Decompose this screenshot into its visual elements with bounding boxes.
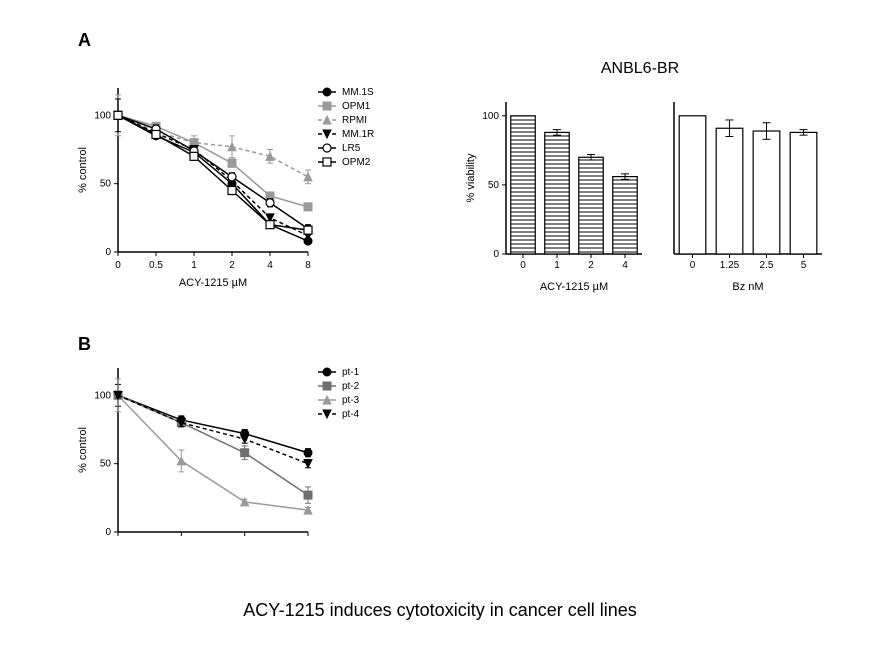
svg-text:MM.1S: MM.1S (342, 87, 374, 98)
svg-text:ACY-1215 µM: ACY-1215 µM (179, 277, 247, 289)
svg-text:0: 0 (105, 527, 111, 538)
svg-text:5: 5 (801, 260, 807, 271)
page: A B 05010000.51248% controlACY-1215 µMMM… (0, 0, 880, 664)
svg-text:1.25: 1.25 (720, 260, 740, 271)
svg-text:1: 1 (191, 260, 197, 271)
panel-b-line-chart: 0 50 100 % control pt-1 pt-2 pt-3 pt-4 (70, 360, 400, 570)
figure-caption: ACY-1215 induces cytotoxicity in cancer … (0, 600, 880, 621)
svg-text:% control: % control (77, 147, 89, 193)
anbl6-title: ANBL6-BR (460, 60, 820, 78)
svg-text:0.5: 0.5 (149, 260, 163, 271)
svg-text:0: 0 (493, 249, 499, 260)
svg-text:50: 50 (100, 179, 112, 190)
svg-text:0: 0 (115, 260, 121, 271)
svg-text:Bz nM: Bz nM (732, 281, 763, 293)
panel-a-label: A (78, 30, 91, 51)
svg-text:2.5: 2.5 (760, 260, 774, 271)
svg-text:% control: % control (77, 427, 89, 473)
svg-text:OPM2: OPM2 (342, 157, 371, 168)
svg-text:4: 4 (267, 260, 273, 271)
svg-text:100: 100 (94, 390, 111, 401)
svg-text:MM.1R: MM.1R (342, 129, 374, 140)
svg-text:LR5: LR5 (342, 143, 361, 154)
svg-text:4: 4 (622, 260, 628, 271)
svg-text:50: 50 (100, 459, 112, 470)
svg-text:1: 1 (554, 260, 560, 271)
svg-text:pt-1: pt-1 (342, 367, 360, 378)
svg-text:pt-2: pt-2 (342, 381, 360, 392)
svg-text:2: 2 (588, 260, 594, 271)
svg-text:0: 0 (105, 247, 111, 258)
svg-text:8: 8 (305, 260, 311, 271)
svg-text:50: 50 (488, 180, 500, 191)
panel-a-bar-right: 0 1.25 2.5 5 Bz nM (660, 94, 830, 294)
svg-text:pt-3: pt-3 (342, 395, 360, 406)
svg-text:OPM1: OPM1 (342, 101, 371, 112)
svg-text:RPMI: RPMI (342, 115, 367, 126)
svg-text:pt-4: pt-4 (342, 409, 360, 420)
svg-text:100: 100 (94, 110, 111, 121)
svg-text:2: 2 (229, 260, 235, 271)
svg-text:0: 0 (690, 260, 696, 271)
panel-b-label: B (78, 334, 91, 355)
panel-a-bar-left: 0 50 100 % viability 0 1 2 4 ACY-1215 µM (460, 94, 650, 294)
svg-text:ACY-1215 µM: ACY-1215 µM (540, 281, 608, 293)
svg-text:100: 100 (482, 111, 499, 122)
panel-a-line-chart: 0 50 100 0 0.5 1 2 4 8 % control ACY-1215 µM MM.1S O… (70, 80, 400, 290)
svg-text:0: 0 (520, 260, 526, 271)
svg-text:% viability: % viability (465, 153, 477, 202)
